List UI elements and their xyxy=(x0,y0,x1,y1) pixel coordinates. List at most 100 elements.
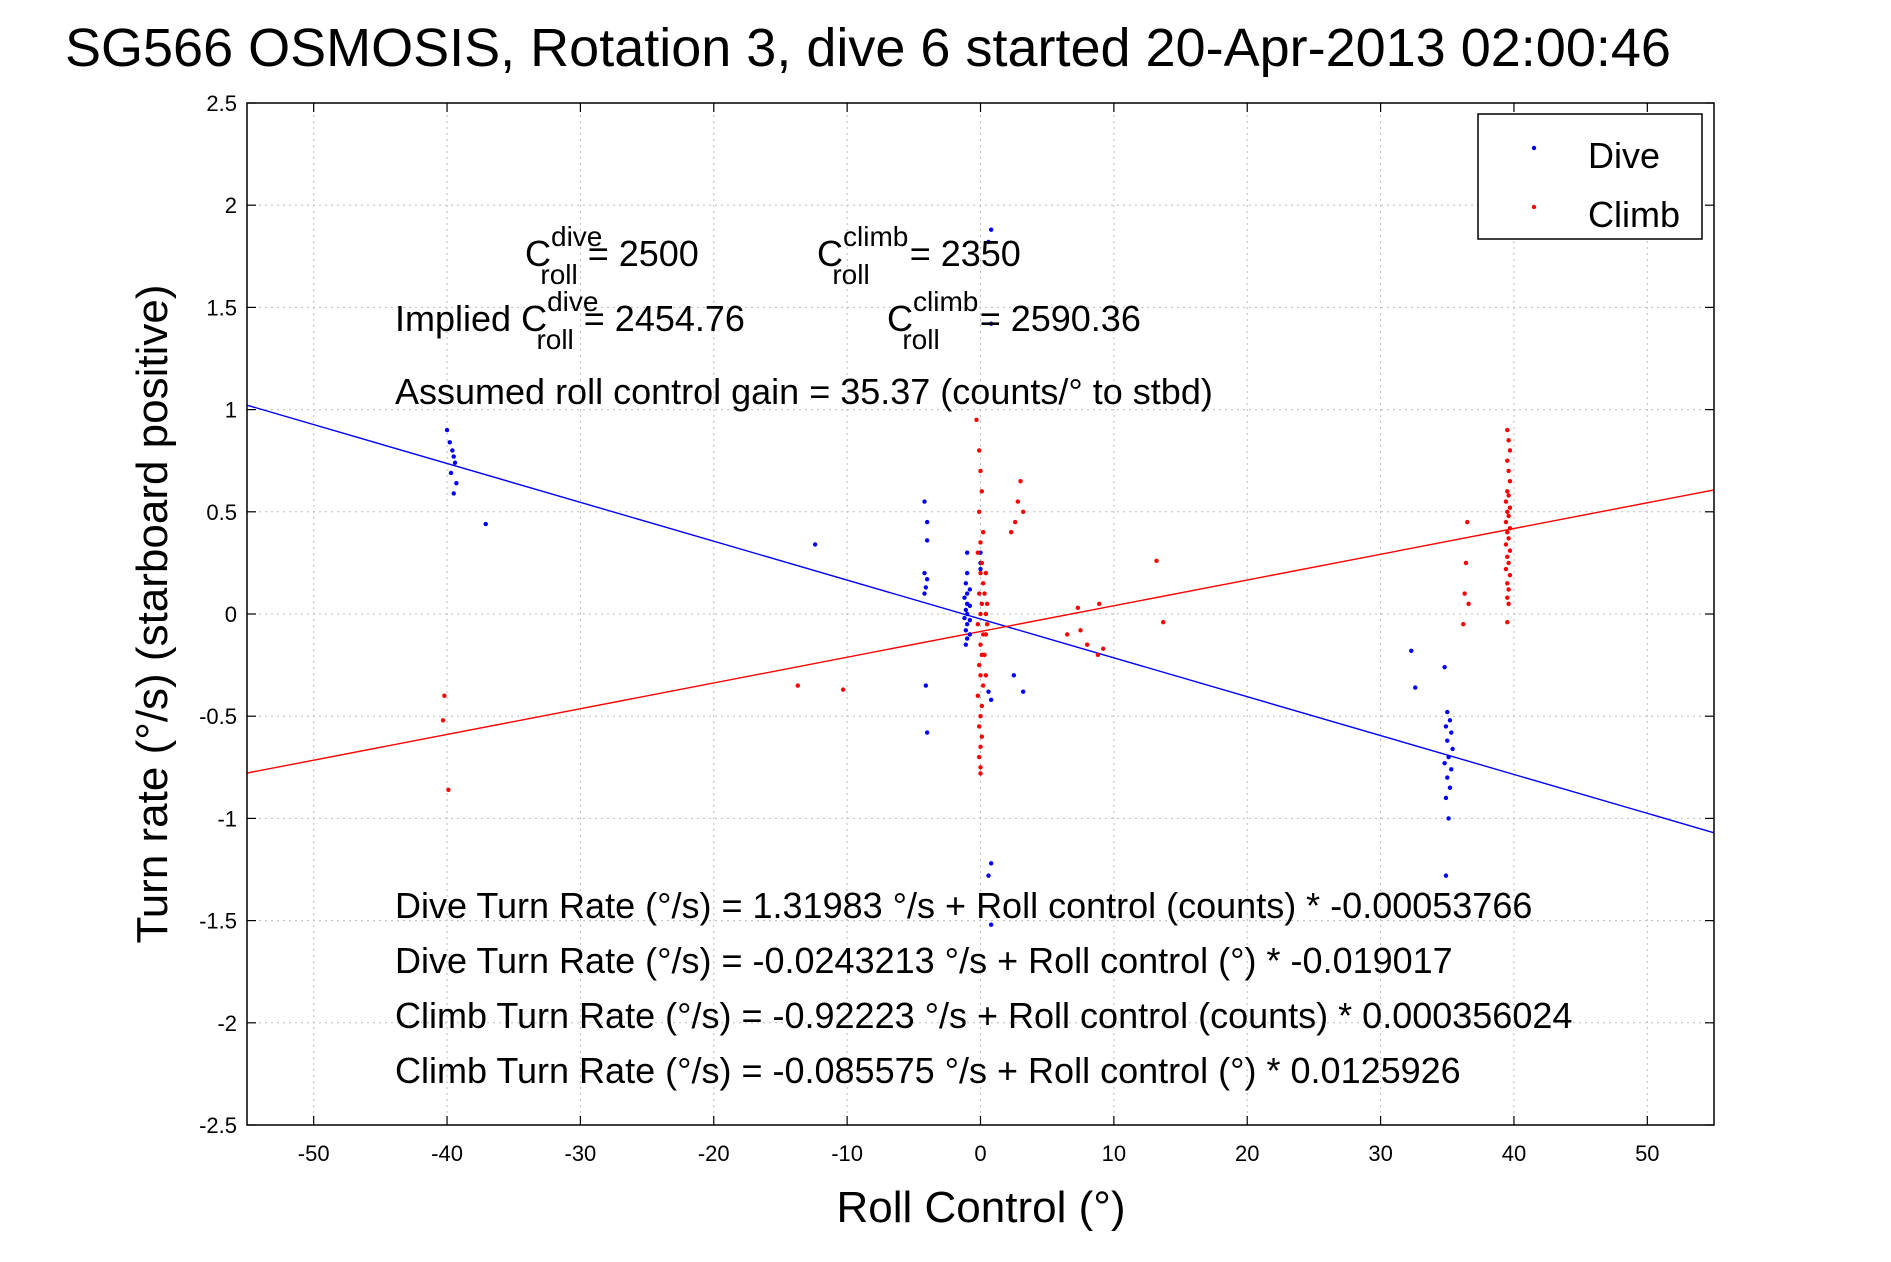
dive-data-point xyxy=(1447,718,1453,723)
dive-data-point xyxy=(986,689,991,694)
dive-data-point xyxy=(1449,767,1454,772)
climb-data-point xyxy=(1095,652,1101,658)
climb-data-point xyxy=(1084,642,1090,647)
climb-data-point xyxy=(1506,587,1511,592)
annotation-gain: Assumed roll control gain = 35.37 (count… xyxy=(395,371,1213,412)
dive-data-point xyxy=(1445,738,1450,743)
y-tick-label: -2 xyxy=(217,1011,237,1036)
climb-data-point xyxy=(1008,530,1014,535)
climb-data-point xyxy=(1505,581,1510,586)
dive-data-point xyxy=(452,460,458,465)
dive-data-point xyxy=(988,922,994,927)
climb-data-point xyxy=(975,622,981,627)
climb-data-point xyxy=(1505,427,1510,433)
climb-data-point xyxy=(1506,493,1511,498)
climb-data-point xyxy=(984,622,990,627)
climb-data-point xyxy=(840,687,846,692)
x-tick-label: 10 xyxy=(1102,1141,1126,1166)
dive-data-point xyxy=(1447,785,1453,790)
climb-data-point xyxy=(978,468,983,474)
dive-data-point xyxy=(1445,709,1450,715)
dive-data-point xyxy=(967,632,973,637)
climb-data-point xyxy=(983,673,989,678)
climb-data-point xyxy=(440,718,446,723)
x-tick-label: 20 xyxy=(1235,1141,1259,1166)
climb-data-point xyxy=(975,693,981,698)
dive-data-point xyxy=(1020,689,1026,694)
climb-data-point xyxy=(979,734,985,739)
climb-data-point xyxy=(1505,554,1510,559)
climb-data-point xyxy=(1461,622,1466,627)
dive-data-point xyxy=(963,642,969,647)
climb-fit-line xyxy=(246,489,1715,774)
y-tick-label: -2.5 xyxy=(199,1113,237,1138)
legend-dive-marker xyxy=(1531,145,1537,151)
dive-data-point xyxy=(447,440,452,445)
annotation-sub: roll xyxy=(832,259,869,290)
climb-data-point xyxy=(984,601,990,606)
climb-data-point xyxy=(1505,458,1510,463)
climb-data-point xyxy=(978,611,983,617)
annotation-c-roll-climb: Cclimb roll = 2350 xyxy=(817,221,1021,290)
annotation-sub: roll xyxy=(536,324,573,355)
annotation-sub: roll xyxy=(902,324,939,355)
dive-data-point xyxy=(448,470,454,476)
climb-data-point xyxy=(1096,601,1102,606)
annotation-group: Cdive roll = 2500 Cclimb roll = 2350 Impli… xyxy=(395,221,1572,1091)
climb-data-point xyxy=(1503,542,1509,547)
dive-data-point xyxy=(1443,724,1449,729)
dive-data-point xyxy=(1445,775,1450,780)
dive-data-point xyxy=(1413,685,1418,690)
annotation-c-roll-dive: Cdive roll = 2500 xyxy=(525,221,699,290)
climb-data-point xyxy=(1506,601,1511,606)
x-tick-label: -40 xyxy=(431,1141,463,1166)
climb-data-point xyxy=(983,611,989,617)
dive-data-point xyxy=(963,607,969,613)
climb-data-point xyxy=(978,744,983,750)
dive-data-point xyxy=(964,550,970,555)
climb-data-point xyxy=(1506,468,1511,474)
dive-data-point xyxy=(451,491,456,496)
climb-data-point xyxy=(1020,509,1026,514)
climb-data-point xyxy=(1506,438,1511,443)
dive-data-point xyxy=(986,239,991,245)
y-tick-label: 1 xyxy=(225,398,237,423)
axis-ticks: -50 -40 -30 -20 -10 0 10 20 30 40 50-2.5-2-1.5-1-0… xyxy=(199,91,1714,1166)
climb-data-point xyxy=(1503,499,1509,504)
climb-data-point xyxy=(1505,509,1510,514)
legend-box xyxy=(1477,113,1703,240)
climb-data-point xyxy=(1507,572,1513,578)
dive-data-point xyxy=(964,611,970,617)
dive-data-point xyxy=(1446,754,1451,760)
climb-data-point xyxy=(980,530,986,535)
y-tick-label: 2 xyxy=(225,193,237,218)
dive-data-point xyxy=(924,730,930,735)
annotation-dive-counts-fit: Dive Turn Rate (°/s) = 1.31983 °/s + Rol… xyxy=(395,885,1532,926)
climb-data-point xyxy=(1078,628,1083,633)
climb-data-point xyxy=(982,591,987,596)
dive-data-point xyxy=(964,570,970,576)
climb-data-point xyxy=(979,703,985,709)
climb-data-point xyxy=(1505,595,1510,600)
climb-data-point xyxy=(1466,601,1471,606)
legend: Dive Climb xyxy=(1477,113,1703,240)
climb-data-point xyxy=(982,652,987,658)
climb-data-point xyxy=(978,673,983,678)
annotation-base: C xyxy=(817,233,843,274)
x-tick-label: -50 xyxy=(298,1141,330,1166)
climb-data-point xyxy=(976,448,982,453)
dive-data-point xyxy=(978,566,983,572)
x-axis-label: Roll Control (°) xyxy=(837,1183,1126,1232)
climb-data-point xyxy=(1503,566,1509,572)
dive-data-point xyxy=(924,519,930,525)
dive-data-point xyxy=(1446,816,1451,821)
dive-data-point xyxy=(988,321,994,326)
climb-data-point xyxy=(1506,513,1511,519)
dive-data-point xyxy=(963,581,969,586)
dive-data-point xyxy=(924,577,930,582)
annotation-sup: climb xyxy=(843,221,908,252)
annotation-prefix: Implied xyxy=(395,298,521,339)
dive-fit-line xyxy=(246,404,1715,834)
dive-data-point xyxy=(1011,673,1017,678)
